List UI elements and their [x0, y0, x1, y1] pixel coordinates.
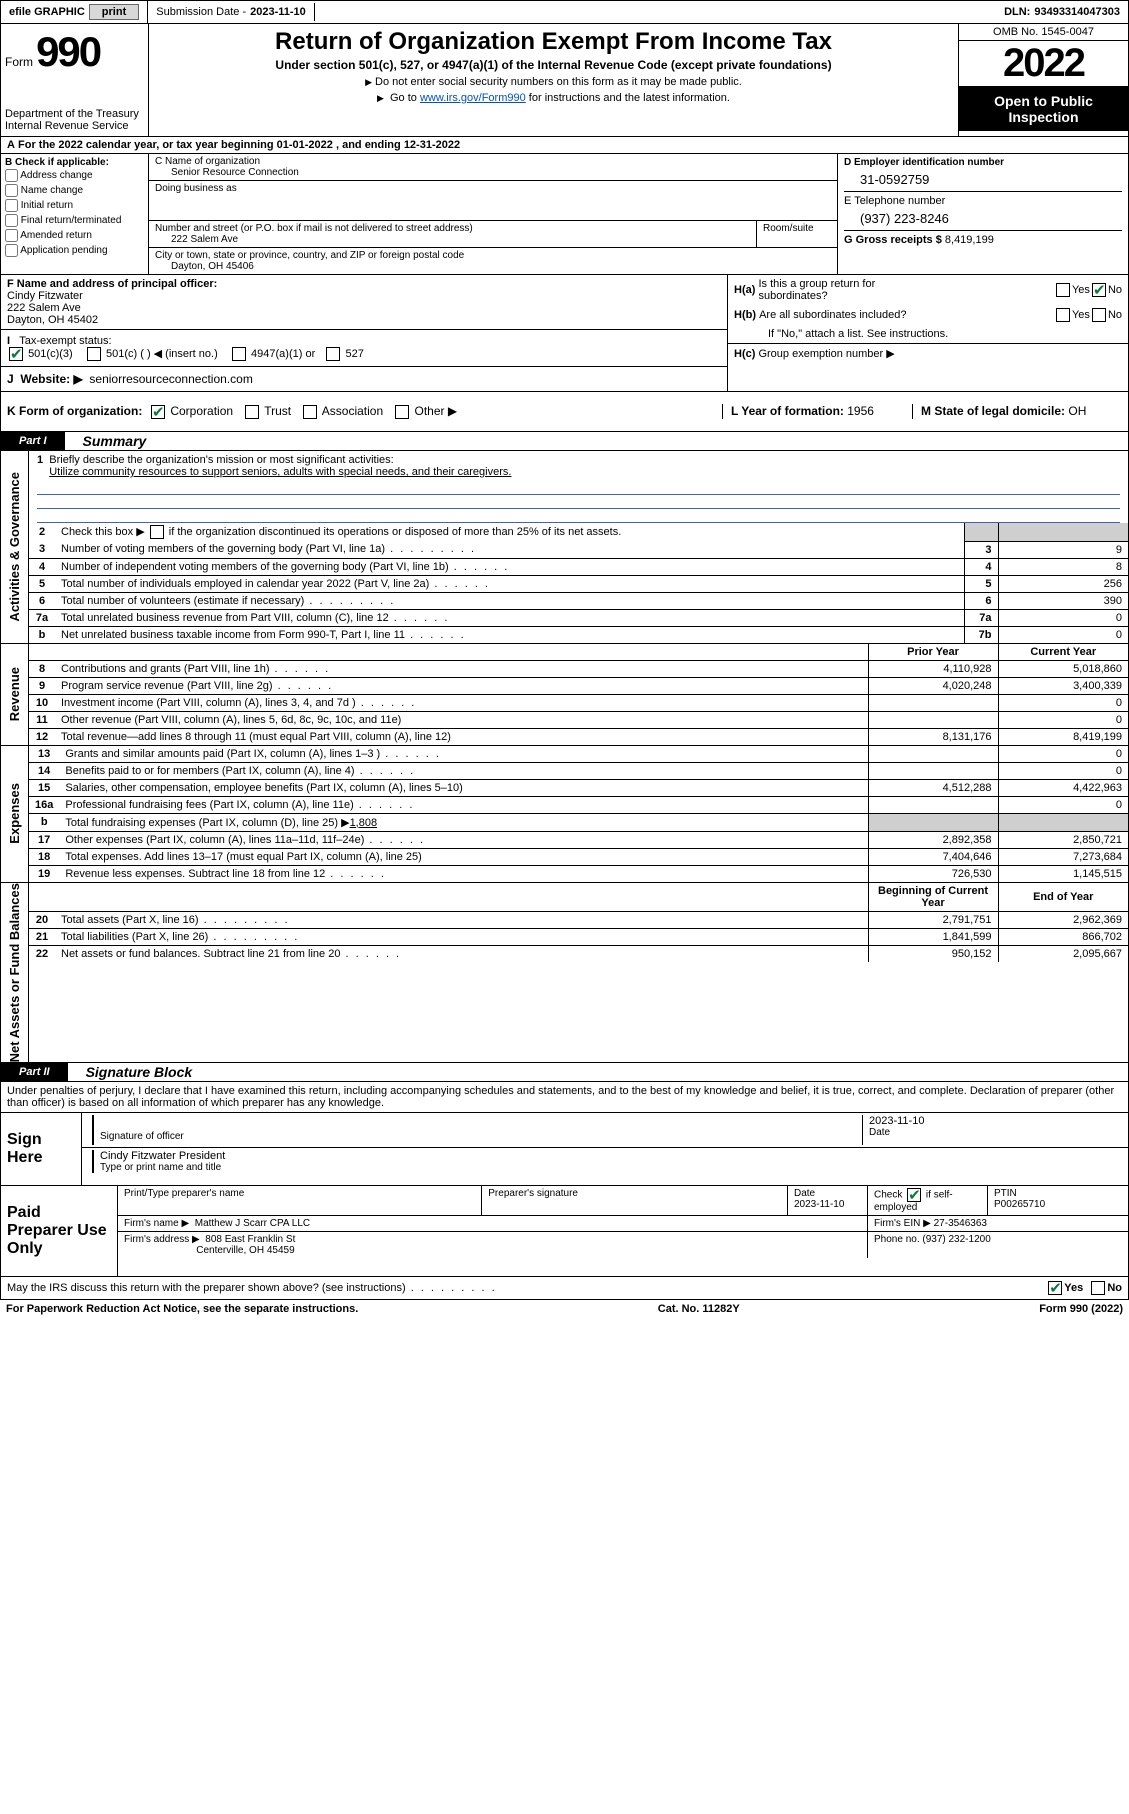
- box-b: B Check if applicable: Address change Na…: [1, 154, 149, 274]
- paid-preparer-label: Paid Preparer Use Only: [1, 1186, 117, 1276]
- k-corp[interactable]: [151, 405, 165, 419]
- h-note: If "No," attach a list. See instructions…: [728, 325, 1128, 343]
- form-note-1: Do not enter social security numbers on …: [161, 76, 946, 88]
- firm-ein: 27-3546363: [934, 1218, 987, 1229]
- state-domicile: M State of legal domicile: OH: [912, 404, 1122, 419]
- dept-label: Department of the Treasury: [5, 108, 144, 120]
- revenue-section: Revenue Prior YearCurrent Year 8Contribu…: [0, 644, 1129, 746]
- governance-label: Activities & Governance: [7, 472, 22, 622]
- form-label: Form: [5, 55, 33, 69]
- city-value: Dayton, OH 45406: [155, 261, 831, 272]
- box-j: J Website: ▶ seniorresourceconnection.co…: [1, 366, 727, 391]
- ha-no[interactable]: [1092, 283, 1106, 297]
- revenue-label: Revenue: [7, 667, 22, 721]
- k-other[interactable]: [395, 405, 409, 419]
- phone-value: (937) 223-8246: [844, 207, 1122, 226]
- tax-year-line: A For the 2022 calendar year, or tax yea…: [0, 137, 1129, 154]
- k-trust[interactable]: [245, 405, 259, 419]
- org-name-label: C Name of organization: [155, 156, 831, 167]
- ha-yes[interactable]: [1056, 283, 1070, 297]
- net-assets-label: Net Assets or Fund Balances: [7, 883, 22, 1062]
- sig-date-value: 2023-11-10: [869, 1115, 1122, 1127]
- chk-501c3[interactable]: [9, 347, 23, 361]
- box-d-e-g: D Employer identification number 31-0592…: [838, 154, 1128, 274]
- net-assets-section: Net Assets or Fund Balances Beginning of…: [0, 883, 1129, 1063]
- open-public-badge: Open to PublicInspection: [959, 87, 1128, 131]
- may-discuss-text: May the IRS discuss this return with the…: [7, 1282, 1046, 1294]
- print-button[interactable]: print: [89, 4, 139, 20]
- form-subtitle: Under section 501(c), 527, or 4947(a)(1)…: [161, 58, 946, 72]
- form-number: 990: [36, 28, 100, 75]
- signature-block: Under penalties of perjury, I declare th…: [0, 1082, 1129, 1300]
- form-header: Form 990 Department of the Treasury Inte…: [0, 24, 1129, 137]
- page-footer: For Paperwork Reduction Act Notice, see …: [0, 1300, 1129, 1318]
- box-i: I Tax-exempt status: 501(c)(3) 501(c) ( …: [1, 329, 727, 366]
- box-h: H(a) Is this a group return forsubordina…: [728, 275, 1128, 391]
- may-no[interactable]: [1091, 1281, 1105, 1295]
- submission-date-cell: Submission Date - 2023-11-10: [148, 3, 315, 21]
- k-l-m-row: K Form of organization: Corporation Trus…: [0, 392, 1129, 432]
- box-c: C Name of organization Senior Resource C…: [149, 154, 838, 274]
- instructions-link[interactable]: www.irs.gov/Form990: [420, 92, 526, 104]
- room-suite-label: Room/suite: [757, 221, 837, 247]
- chk-line2[interactable]: [150, 525, 164, 539]
- chk-name-change[interactable]: Name change: [5, 183, 144, 198]
- chk-4947[interactable]: [232, 347, 246, 361]
- efile-label: efile GRAPHIC print: [1, 1, 148, 23]
- chk-501c[interactable]: [87, 347, 101, 361]
- irs-label: Internal Revenue Service: [5, 120, 144, 132]
- perjury-declaration: Under penalties of perjury, I declare th…: [1, 1082, 1128, 1112]
- chk-initial-return[interactable]: Initial return: [5, 198, 144, 213]
- phone-label: E Telephone number: [844, 195, 1122, 207]
- may-yes[interactable]: [1048, 1281, 1062, 1295]
- chk-amended[interactable]: Amended return: [5, 228, 144, 243]
- tax-year: 2022: [959, 41, 1128, 87]
- dba-label: Doing business as: [155, 183, 831, 194]
- firm-phone: (937) 232-1200: [922, 1234, 990, 1245]
- ein-value: 31-0592759: [844, 168, 1122, 187]
- part-1-header: Part I Summary: [0, 432, 1129, 451]
- org-name: Senior Resource Connection: [155, 167, 831, 178]
- chk-address-change[interactable]: Address change: [5, 168, 144, 183]
- year-formation: L Year of formation: 1956: [722, 404, 912, 419]
- omb-number: OMB No. 1545-0047: [959, 24, 1128, 41]
- expenses-section: Expenses 13Grants and similar amounts pa…: [0, 746, 1129, 883]
- ein-label: D Employer identification number: [844, 157, 1122, 168]
- form-title: Return of Organization Exempt From Incom…: [161, 28, 946, 56]
- firm-name: Matthew J Scarr CPA LLC: [195, 1218, 310, 1229]
- chk-527[interactable]: [326, 347, 340, 361]
- entity-info-block: B Check if applicable: Address change Na…: [0, 154, 1129, 275]
- top-toolbar: efile GRAPHIC print Submission Date - 20…: [0, 0, 1129, 24]
- officer-name: Cindy Fitzwater President: [100, 1150, 1122, 1162]
- firm-address: 808 East Franklin St: [205, 1234, 295, 1245]
- f-h-block: F Name and address of principal officer:…: [0, 275, 1129, 392]
- hb-no[interactable]: [1092, 308, 1106, 322]
- street-label: Number and street (or P.O. box if mail i…: [155, 223, 750, 234]
- street-value: 222 Salem Ave: [155, 234, 750, 245]
- governance-section: Activities & Governance 1 Briefly descri…: [0, 451, 1129, 644]
- gross-value: 8,419,199: [945, 234, 994, 246]
- chk-app-pending[interactable]: Application pending: [5, 243, 144, 258]
- sign-here-label: Sign Here: [1, 1113, 81, 1185]
- hb-yes[interactable]: [1056, 308, 1070, 322]
- gross-label: G Gross receipts $: [844, 234, 945, 246]
- box-f: F Name and address of principal officer:…: [1, 275, 727, 329]
- k-assoc[interactable]: [303, 405, 317, 419]
- dln-cell: DLN: 93493314047303: [996, 3, 1128, 21]
- chk-self-employed[interactable]: [907, 1188, 921, 1202]
- part-2-header: Part II Signature Block: [0, 1063, 1129, 1082]
- mission-text: Utilize community resources to support s…: [49, 466, 511, 478]
- chk-final-return[interactable]: Final return/terminated: [5, 213, 144, 228]
- city-label: City or town, state or province, country…: [155, 250, 831, 261]
- form-note-2: Go to www.irs.gov/Form990 for instructio…: [161, 92, 946, 104]
- expenses-label: Expenses: [7, 783, 22, 844]
